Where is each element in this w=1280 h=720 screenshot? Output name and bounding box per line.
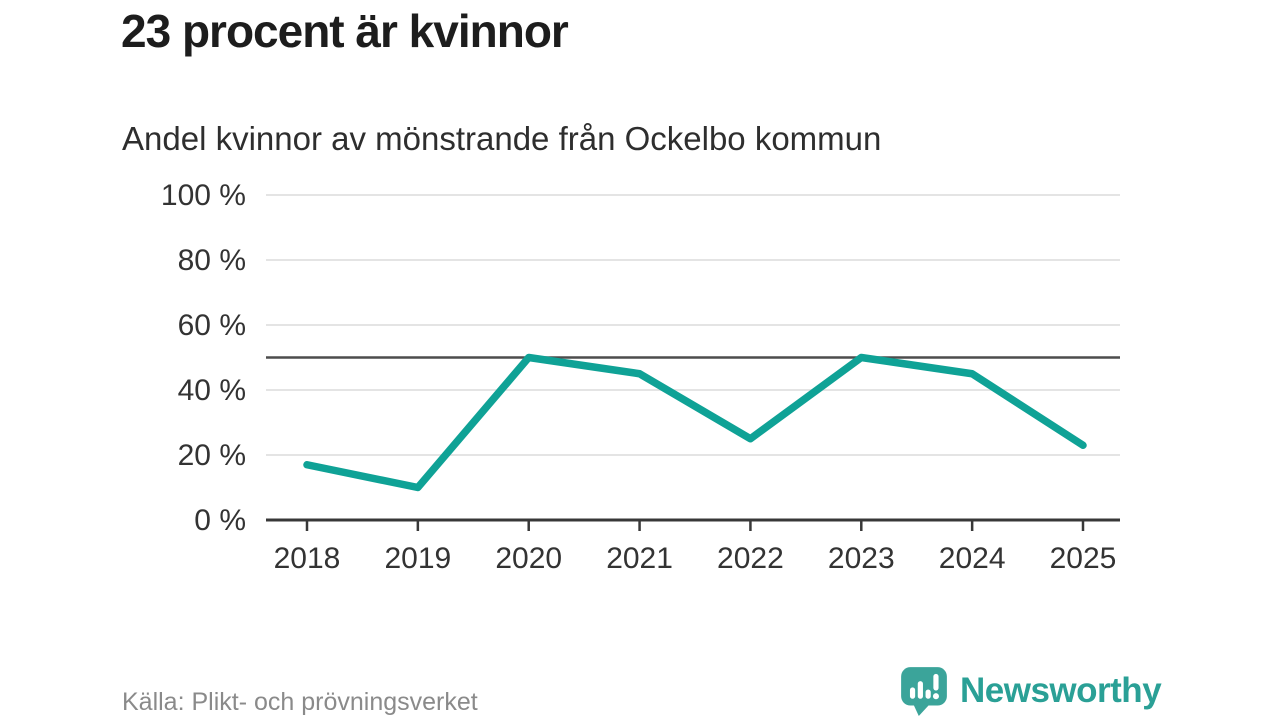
x-tick-label: 2019: [384, 542, 451, 575]
x-tick-label: 2021: [606, 542, 673, 575]
newsworthy-logo-icon: [901, 667, 947, 716]
chart-subtitle: Andel kvinnor av mönstrande från Ockelbo…: [122, 120, 882, 157]
speech-bubble-icon: [901, 667, 947, 716]
newsworthy-wordmark: Newsworthy: [960, 671, 1162, 710]
x-tick-label: 2025: [1050, 542, 1117, 575]
y-tick-label: 20 %: [178, 439, 246, 472]
exclamation-dot: [932, 693, 939, 700]
y-tick-label: 40 %: [178, 374, 246, 407]
y-tick-label: 60 %: [178, 309, 246, 342]
x-tick-label: 2023: [828, 542, 895, 575]
x-tick-label: 2022: [717, 542, 784, 575]
exclamation-bar: [933, 673, 939, 691]
x-tick-label: 2024: [939, 542, 1006, 575]
y-tick-label: 80 %: [178, 244, 246, 277]
source-note: Källa: Plikt- och prövningsverket: [122, 688, 478, 716]
bar-2: [917, 681, 923, 699]
chart-title: 23 procent är kvinnor: [121, 5, 569, 57]
bar-3: [925, 689, 931, 699]
x-tick-label: 2018: [274, 542, 341, 575]
line-chart-svg: 0 % 20 % 40 % 60 % 80 % 100 % 2018 2019 2020 2021…: [161, 179, 1120, 575]
data-line-series: [303, 353, 1087, 492]
x-tick-label: 2020: [495, 542, 562, 575]
line-chart: 0 % 20 % 40 % 60 % 80 % 100 % 2018 2019 2020 2021…: [0, 170, 1280, 590]
y-tick-label: 100 %: [161, 179, 246, 212]
bar-1: [909, 687, 916, 699]
y-tick-label: 0 %: [194, 504, 246, 537]
newsworthy-logo: Newsworthy: [898, 665, 1162, 717]
